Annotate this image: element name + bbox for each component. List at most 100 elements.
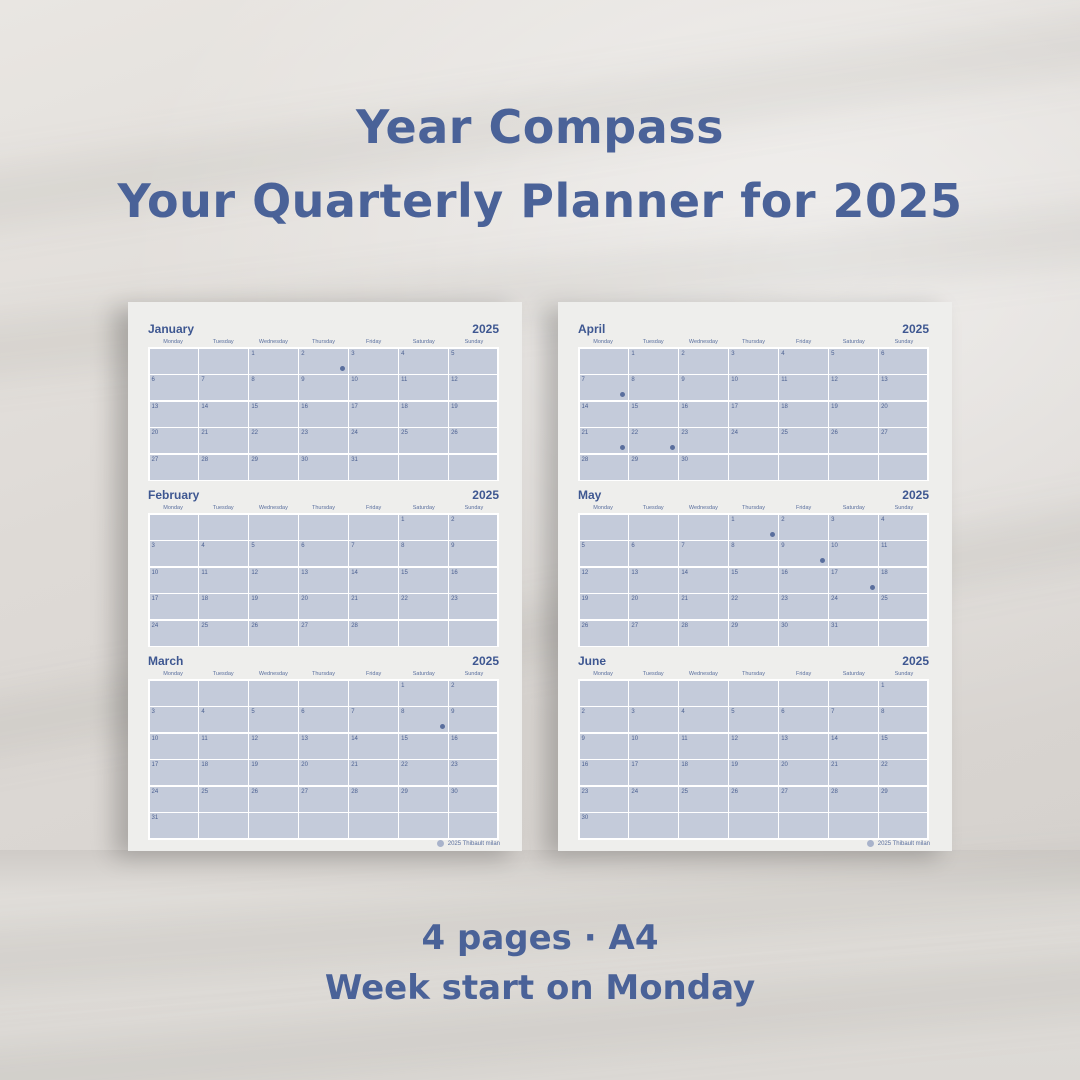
day-cell: 6 <box>879 348 928 374</box>
day-cell: 3 <box>829 514 878 540</box>
day-number: 31 <box>151 815 159 821</box>
day-cell <box>399 620 448 646</box>
day-cell <box>629 514 678 540</box>
day-cell: 25 <box>779 428 828 453</box>
day-number: 8 <box>731 543 735 549</box>
day-cell: 6 <box>299 541 348 566</box>
month-header: March 2025 <box>148 654 499 668</box>
weekday-label: Wednesday <box>688 339 718 345</box>
day-number: 18 <box>681 762 689 768</box>
day-number: 9 <box>581 735 585 742</box>
day-number: 19 <box>581 596 589 602</box>
day-number: 11 <box>401 377 408 383</box>
day-number: 28 <box>351 622 358 629</box>
weekday-label: Thursday <box>312 505 335 511</box>
day-cell: 17 <box>629 760 678 785</box>
day-cell: 19 <box>829 401 878 427</box>
day-cell: 5 <box>249 707 298 732</box>
day-cell: 18 <box>879 567 928 593</box>
weekday-label: Saturday <box>842 339 865 345</box>
weekday-label: Tuesday <box>212 505 234 511</box>
day-cell: 26 <box>249 620 298 646</box>
day-number: 4 <box>201 543 205 549</box>
day-number: 22 <box>251 430 259 436</box>
day-cell: 30 <box>579 813 628 838</box>
day-number: 12 <box>251 569 259 576</box>
day-cell: 18 <box>679 760 728 785</box>
day-cell: 21 <box>579 428 628 453</box>
weekday-header-row: Monday Tuesday Wednesday Thursday Friday Satu… <box>578 669 929 679</box>
day-number: 14 <box>201 403 209 410</box>
day-cell: 24 <box>149 620 198 646</box>
day-number: 7 <box>831 709 835 715</box>
day-cell: 21 <box>829 760 878 785</box>
planner-sheet-left: January 2025 Monday Tuesday Wednesday Thursda… <box>128 302 522 851</box>
day-number: 22 <box>731 596 738 602</box>
day-number: 30 <box>451 788 458 795</box>
day-cell: 13 <box>299 733 348 759</box>
day-number: 2 <box>301 350 305 357</box>
day-number: 31 <box>351 456 358 463</box>
weekday-label: Friday <box>795 339 812 345</box>
logo-icon <box>436 840 444 847</box>
day-cell <box>149 348 198 374</box>
day-cell: 10 <box>349 375 398 400</box>
day-cell: 1 <box>399 680 448 706</box>
day-cell: 11 <box>779 375 828 400</box>
day-cell: 20 <box>779 760 828 785</box>
day-number: 28 <box>581 456 589 463</box>
weekday-label: Wednesday <box>688 505 718 511</box>
month-header: June 2025 <box>578 654 929 668</box>
day-number: 14 <box>581 403 589 410</box>
day-cell <box>249 813 298 838</box>
day-cell: 17 <box>729 401 778 427</box>
day-number: 15 <box>631 403 639 410</box>
day-number: 16 <box>681 403 689 410</box>
credit-line: 2025 Thibault milan <box>436 840 500 847</box>
day-number: 10 <box>631 735 639 742</box>
day-cell: 14 <box>349 567 398 593</box>
day-cell: 18 <box>779 401 828 427</box>
day-cell: 16 <box>779 567 828 593</box>
day-number: 9 <box>451 709 455 715</box>
weekday-label: Friday <box>365 339 382 345</box>
day-cell: 8 <box>249 375 298 400</box>
day-number: 1 <box>881 682 885 689</box>
day-number: 27 <box>631 622 639 629</box>
day-cell: 14 <box>679 567 728 593</box>
day-number: 29 <box>881 788 888 795</box>
moon-phase-icon <box>619 445 625 450</box>
weekday-label: Tuesday <box>212 339 234 345</box>
day-number: 26 <box>451 430 458 436</box>
day-number: 14 <box>351 735 358 742</box>
day-cell: 2 <box>579 707 628 732</box>
day-number: 24 <box>351 430 358 436</box>
day-number: 7 <box>681 543 685 549</box>
day-cell <box>579 348 628 374</box>
month-block-february: February 2025 Monday Tuesday Wednesday Thursd… <box>148 488 499 647</box>
day-cell: 23 <box>449 760 498 785</box>
day-number: 23 <box>451 762 458 768</box>
day-number: 25 <box>681 788 689 795</box>
day-cell <box>779 680 828 706</box>
day-number: 20 <box>151 430 159 436</box>
day-cell: 28 <box>579 454 628 480</box>
day-cell: 16 <box>679 401 728 427</box>
day-number: 12 <box>831 377 838 383</box>
day-cell: 13 <box>879 375 928 400</box>
day-cell: 10 <box>149 733 198 759</box>
weekday-header-row: Monday Tuesday Wednesday Thursday Friday Satu… <box>148 337 499 347</box>
weekday-label: Sunday <box>464 339 484 345</box>
day-cell: 25 <box>199 786 248 812</box>
day-cell <box>679 813 728 838</box>
weekday-label: Tuesday <box>642 339 664 345</box>
day-number: 20 <box>631 596 639 602</box>
month-grid: 1 2 3 4 5 6 7 8 9 10 11 12 13 14 15 16 17 18 19 20 21 22 23 24 2… <box>578 513 929 647</box>
day-cell <box>579 680 628 706</box>
weekday-label: Monday <box>593 339 613 345</box>
day-cell <box>629 813 678 838</box>
day-number: 8 <box>881 709 885 715</box>
day-number: 24 <box>151 622 159 629</box>
day-cell: 5 <box>449 348 498 374</box>
day-number: 28 <box>831 788 838 795</box>
